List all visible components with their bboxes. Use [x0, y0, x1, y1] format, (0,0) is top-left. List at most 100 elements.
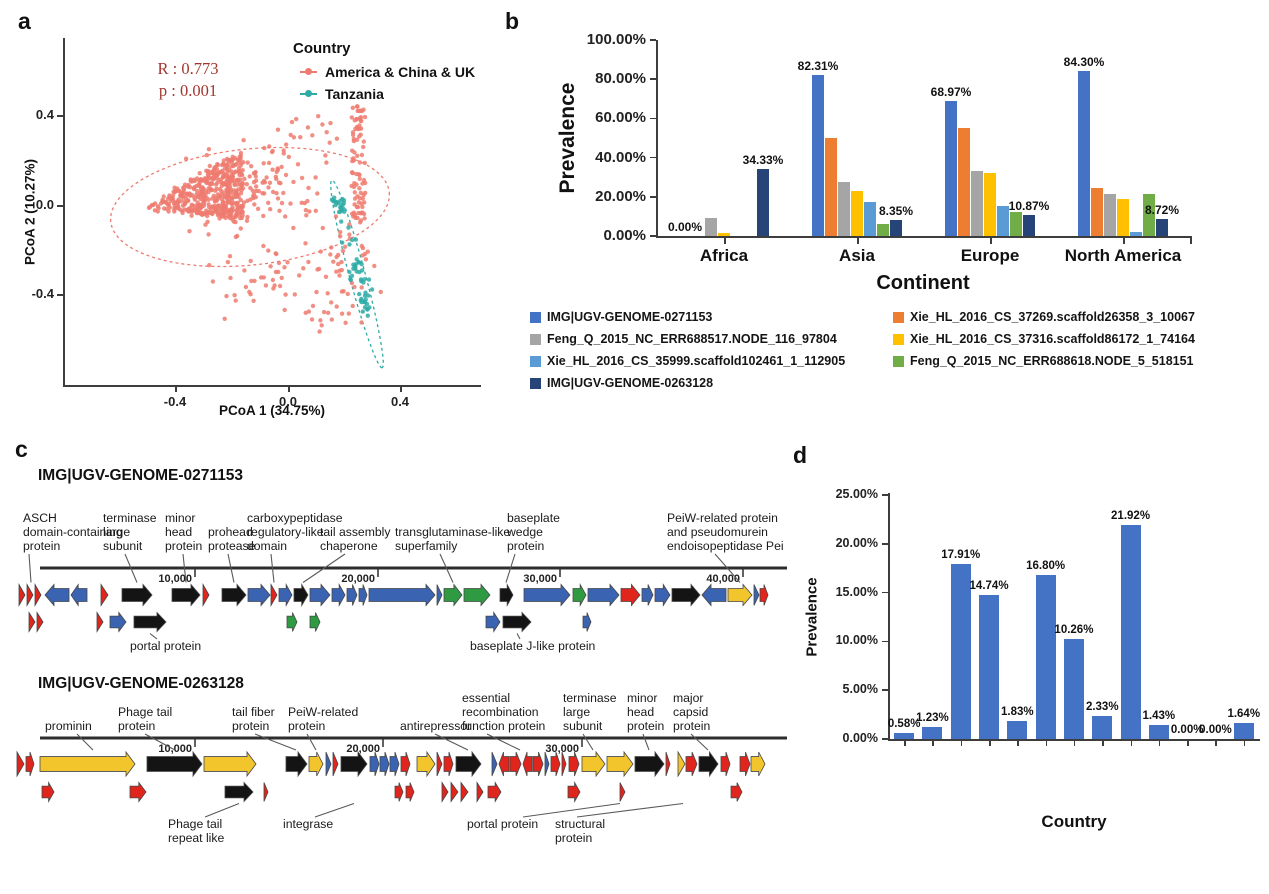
scatter-point — [325, 310, 331, 315]
bar-value-label: 21.92% — [1111, 510, 1151, 523]
bar-Asia-3 — [850, 190, 863, 236]
scatter-point — [207, 263, 212, 268]
scatter-point — [303, 310, 308, 315]
scatter-point — [305, 125, 311, 130]
scatter-point — [233, 192, 238, 197]
scatter-point — [266, 200, 271, 205]
bar-value-label: 0.00% — [1199, 724, 1232, 736]
bar-Asia-2 — [837, 182, 850, 236]
gene-arrow-blue — [587, 583, 620, 607]
scatter-point — [255, 206, 261, 211]
bar-Austria — [979, 595, 1000, 739]
label-leader-line — [642, 733, 650, 751]
bar-North America-1 — [1090, 187, 1103, 236]
country-x-tick — [1243, 741, 1246, 746]
scatter-point — [357, 269, 362, 275]
gene-arrow-blue — [247, 583, 271, 607]
bar-value-label: 2.33% — [1085, 701, 1119, 714]
gene-arrow-black — [502, 611, 532, 633]
scatter-point — [240, 168, 245, 173]
bar-value-label: 0.00% — [1170, 724, 1204, 736]
scatter-point — [286, 154, 292, 160]
scatter-point — [323, 274, 329, 279]
bar-Europe-6 — [1022, 214, 1035, 236]
scatter-point — [275, 127, 281, 132]
bar-North America-3 — [1116, 198, 1129, 236]
scatter-point — [203, 222, 208, 227]
scatter-point — [271, 286, 276, 291]
scatter-point — [264, 175, 269, 180]
gene-arrow-red — [96, 611, 104, 633]
scatter-point — [350, 105, 355, 111]
genome-title: IMG|UGV-GENOME-0263128 — [38, 675, 244, 692]
scatter-point — [281, 148, 286, 153]
gene-arrow-yellow — [308, 751, 324, 777]
continent-y-title: Prevalence — [556, 82, 579, 194]
country-y-tick-label: 15.00% — [835, 584, 878, 599]
scatter-point — [357, 172, 362, 178]
bar-Asia-1 — [824, 138, 837, 236]
gene-arrow-red — [509, 751, 522, 777]
gene-arrow-black — [455, 750, 482, 778]
scale-tick-label: 30,000 — [523, 573, 557, 585]
genome-track-1-svg: IMG|UGV-GENOME-0263128 10,000 20,000 30,000… — [16, 675, 787, 845]
pcoa-x-tick — [288, 386, 290, 392]
scatter-point — [352, 284, 357, 290]
scatter-point — [362, 299, 367, 304]
scatter-point — [221, 181, 226, 186]
scatter-point — [334, 304, 339, 309]
gene-arrow-blue — [331, 582, 346, 608]
scatter-point — [366, 293, 371, 298]
scatter-point — [175, 204, 180, 210]
gene-arrow-red — [100, 583, 109, 607]
gene-arrow-red — [739, 751, 751, 777]
scatter-point — [238, 205, 243, 211]
scatter-point — [352, 190, 357, 195]
pcoa-legend-label-0: America & China & UK — [325, 64, 476, 80]
legend-series-label: Xie_HL_2016_CS_37316.scaffold86172_1_741… — [910, 332, 1195, 346]
scatter-point — [238, 197, 243, 203]
continent-y-tick-label: 0.00% — [603, 227, 646, 244]
legend-series-label: IMG|UGV-GENOME-0271153 — [547, 310, 713, 324]
scatter-point — [285, 260, 290, 265]
gene-arrow-black — [293, 583, 309, 607]
scatter-point — [350, 170, 355, 175]
scatter-point — [357, 291, 362, 297]
country-x-tick — [904, 741, 906, 746]
scatter-point — [172, 185, 177, 190]
scatter-point — [360, 196, 365, 201]
legend-swatch-icon — [530, 356, 541, 367]
scatter-point — [205, 169, 210, 174]
continent-x-tick — [1190, 238, 1192, 244]
scatter-point — [182, 207, 187, 212]
scatter-point — [288, 201, 293, 206]
gene-arrow-blue — [654, 583, 671, 607]
label-leader-line — [124, 553, 138, 583]
pcoa-y-tick — [57, 205, 63, 207]
scatter-point — [303, 241, 308, 246]
scatter-point — [362, 160, 367, 166]
bar-Asia-5 — [876, 224, 889, 236]
pcoa-x-title: PCoA 1 (34.75%) — [218, 403, 326, 418]
scatter-point — [204, 153, 209, 158]
bar-Europe-1 — [957, 128, 970, 236]
gene-arrow-black — [171, 583, 201, 607]
pcoa-x-tick-label: 0.4 — [390, 394, 410, 409]
scatter-point — [324, 130, 329, 135]
panel-b-label: b — [505, 8, 520, 34]
bar-value-label: 10.26% — [1054, 623, 1094, 636]
label-leader-line — [254, 733, 297, 751]
gene-arrow-blue — [325, 751, 332, 777]
scatter-point — [294, 116, 299, 122]
pcoa-y-tick-label: 0.4 — [35, 107, 54, 122]
label-leader-line — [314, 802, 355, 818]
scatter-point — [282, 265, 287, 270]
pcoa-y-tick — [57, 115, 63, 117]
gene-arrow-red — [36, 611, 44, 633]
gene-label: Phage tail protein — [118, 705, 172, 733]
scatter-point — [261, 161, 266, 166]
gene-arrow-black — [133, 611, 167, 633]
gene-arrow-red — [18, 582, 26, 608]
gene-arrow-yellow — [581, 750, 606, 778]
scatter-point — [275, 166, 280, 171]
